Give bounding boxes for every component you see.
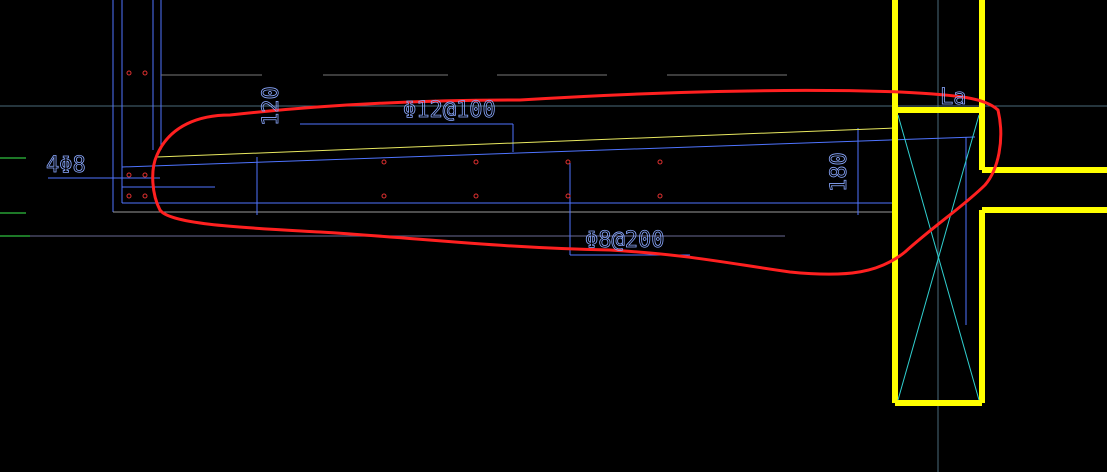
label: Φ8@200 bbox=[585, 228, 664, 253]
rebar-dots bbox=[126, 70, 663, 199]
label: 120 bbox=[259, 86, 284, 126]
markup-loop bbox=[151, 88, 1003, 276]
top-rebar bbox=[156, 127, 896, 158]
column-cross bbox=[897, 114, 980, 401]
label: 4Φ8 bbox=[46, 153, 86, 178]
labels: 4Φ8 120 Φ12@100 La 180 Φ8@200 bbox=[46, 85, 967, 254]
column bbox=[892, 0, 1107, 406]
label: Φ12@100 bbox=[403, 98, 496, 123]
green-lines bbox=[0, 157, 785, 237]
label: 180 bbox=[827, 152, 852, 192]
label: La bbox=[940, 85, 967, 110]
